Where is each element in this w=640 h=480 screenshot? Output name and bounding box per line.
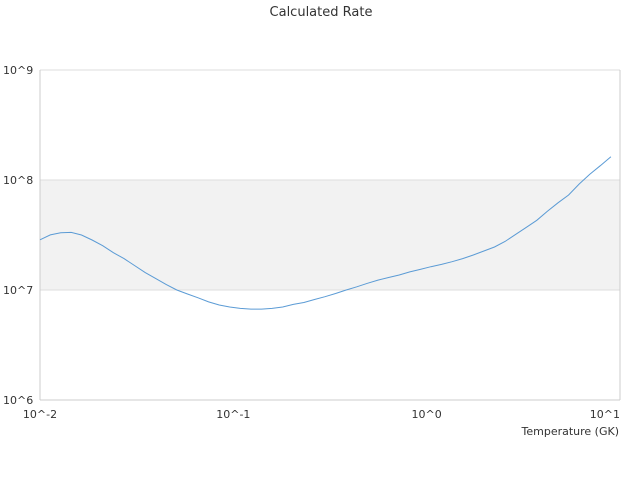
x-tick-label: 10^-2: [23, 408, 57, 421]
y-tick-label: 10^6: [3, 394, 33, 407]
x-tick-label: 10^-1: [216, 408, 250, 421]
y-tick-label: 10^7: [3, 284, 33, 297]
y-tick-label: 10^8: [3, 174, 33, 187]
x-tick-label: 10^0: [412, 408, 442, 421]
y-tick-label: 10^9: [3, 64, 33, 77]
shaded-band: [40, 180, 620, 290]
x-tick-label: 10^1: [590, 408, 620, 421]
chart-title: Calculated Rate: [270, 5, 373, 20]
x-axis-label: Temperature (GK): [521, 425, 620, 438]
rate-series-line: [39, 156, 612, 310]
